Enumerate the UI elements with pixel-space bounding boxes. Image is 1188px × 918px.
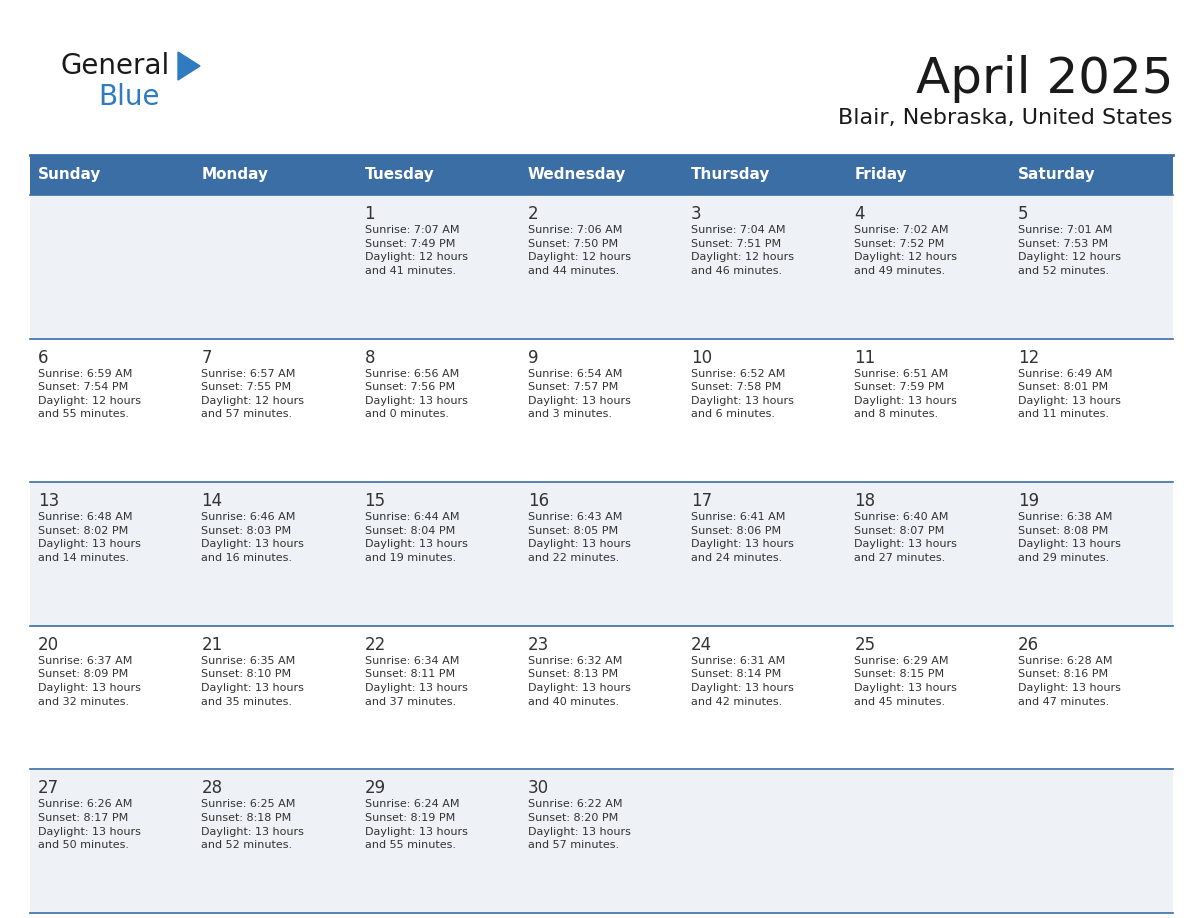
Text: 22: 22 [365, 636, 386, 654]
Text: 18: 18 [854, 492, 876, 510]
Text: Sunrise: 6:51 AM
Sunset: 7:59 PM
Daylight: 13 hours
and 8 minutes.: Sunrise: 6:51 AM Sunset: 7:59 PM Dayligh… [854, 369, 958, 420]
Text: 26: 26 [1018, 636, 1038, 654]
Bar [30, 626, 1173, 769]
Text: 6: 6 [38, 349, 49, 366]
Text: Sunrise: 6:38 AM
Sunset: 8:08 PM
Daylight: 13 hours
and 29 minutes.: Sunrise: 6:38 AM Sunset: 8:08 PM Dayligh… [1018, 512, 1120, 563]
Bar [30, 195, 1173, 339]
Text: Sunrise: 6:25 AM
Sunset: 8:18 PM
Daylight: 13 hours
and 52 minutes.: Sunrise: 6:25 AM Sunset: 8:18 PM Dayligh… [201, 800, 304, 850]
Text: Sunrise: 6:41 AM
Sunset: 8:06 PM
Daylight: 13 hours
and 24 minutes.: Sunrise: 6:41 AM Sunset: 8:06 PM Dayligh… [691, 512, 794, 563]
Text: Sunrise: 6:56 AM
Sunset: 7:56 PM
Daylight: 13 hours
and 0 minutes.: Sunrise: 6:56 AM Sunset: 7:56 PM Dayligh… [365, 369, 467, 420]
Text: 8: 8 [365, 349, 375, 366]
Text: Sunrise: 6:31 AM
Sunset: 8:14 PM
Daylight: 13 hours
and 42 minutes.: Sunrise: 6:31 AM Sunset: 8:14 PM Dayligh… [691, 655, 794, 707]
Text: 13: 13 [38, 492, 59, 510]
Text: Sunrise: 6:57 AM
Sunset: 7:55 PM
Daylight: 12 hours
and 57 minutes.: Sunrise: 6:57 AM Sunset: 7:55 PM Dayligh… [201, 369, 304, 420]
Text: Sunrise: 6:44 AM
Sunset: 8:04 PM
Daylight: 13 hours
and 19 minutes.: Sunrise: 6:44 AM Sunset: 8:04 PM Dayligh… [365, 512, 467, 563]
Text: Sunrise: 7:01 AM
Sunset: 7:53 PM
Daylight: 12 hours
and 52 minutes.: Sunrise: 7:01 AM Sunset: 7:53 PM Dayligh… [1018, 225, 1120, 275]
Text: 21: 21 [201, 636, 222, 654]
Text: 3: 3 [691, 205, 702, 223]
Text: 14: 14 [201, 492, 222, 510]
Text: 9: 9 [527, 349, 538, 366]
Text: Sunrise: 7:04 AM
Sunset: 7:51 PM
Daylight: 12 hours
and 46 minutes.: Sunrise: 7:04 AM Sunset: 7:51 PM Dayligh… [691, 225, 794, 275]
Text: Sunrise: 6:32 AM
Sunset: 8:13 PM
Daylight: 13 hours
and 40 minutes.: Sunrise: 6:32 AM Sunset: 8:13 PM Dayligh… [527, 655, 631, 707]
Text: Saturday: Saturday [1018, 167, 1095, 183]
Text: 30: 30 [527, 779, 549, 798]
Bar [30, 769, 1173, 913]
Text: 16: 16 [527, 492, 549, 510]
Text: Blair, Nebraska, United States: Blair, Nebraska, United States [839, 108, 1173, 128]
Text: Sunrise: 6:52 AM
Sunset: 7:58 PM
Daylight: 13 hours
and 6 minutes.: Sunrise: 6:52 AM Sunset: 7:58 PM Dayligh… [691, 369, 794, 420]
Polygon shape [178, 52, 200, 80]
Text: 5: 5 [1018, 205, 1029, 223]
Text: Sunrise: 6:29 AM
Sunset: 8:15 PM
Daylight: 13 hours
and 45 minutes.: Sunrise: 6:29 AM Sunset: 8:15 PM Dayligh… [854, 655, 958, 707]
Text: Sunrise: 6:35 AM
Sunset: 8:10 PM
Daylight: 13 hours
and 35 minutes.: Sunrise: 6:35 AM Sunset: 8:10 PM Dayligh… [201, 655, 304, 707]
Text: Sunrise: 6:59 AM
Sunset: 7:54 PM
Daylight: 12 hours
and 55 minutes.: Sunrise: 6:59 AM Sunset: 7:54 PM Dayligh… [38, 369, 141, 420]
Text: April 2025: April 2025 [916, 55, 1173, 103]
Text: 17: 17 [691, 492, 713, 510]
Text: Tuesday: Tuesday [365, 167, 435, 183]
Text: 20: 20 [38, 636, 59, 654]
Text: 24: 24 [691, 636, 713, 654]
Text: Sunrise: 6:46 AM
Sunset: 8:03 PM
Daylight: 13 hours
and 16 minutes.: Sunrise: 6:46 AM Sunset: 8:03 PM Dayligh… [201, 512, 304, 563]
Text: 7: 7 [201, 349, 211, 366]
Text: Sunrise: 6:28 AM
Sunset: 8:16 PM
Daylight: 13 hours
and 47 minutes.: Sunrise: 6:28 AM Sunset: 8:16 PM Dayligh… [1018, 655, 1120, 707]
Text: Sunrise: 6:37 AM
Sunset: 8:09 PM
Daylight: 13 hours
and 32 minutes.: Sunrise: 6:37 AM Sunset: 8:09 PM Dayligh… [38, 655, 141, 707]
Text: Sunrise: 7:07 AM
Sunset: 7:49 PM
Daylight: 12 hours
and 41 minutes.: Sunrise: 7:07 AM Sunset: 7:49 PM Dayligh… [365, 225, 468, 275]
Text: Thursday: Thursday [691, 167, 771, 183]
Text: Blue: Blue [97, 83, 159, 111]
Bar [30, 482, 1173, 626]
Text: 25: 25 [854, 636, 876, 654]
Text: Sunrise: 6:49 AM
Sunset: 8:01 PM
Daylight: 13 hours
and 11 minutes.: Sunrise: 6:49 AM Sunset: 8:01 PM Dayligh… [1018, 369, 1120, 420]
Text: Sunrise: 6:40 AM
Sunset: 8:07 PM
Daylight: 13 hours
and 27 minutes.: Sunrise: 6:40 AM Sunset: 8:07 PM Dayligh… [854, 512, 958, 563]
Bar [30, 155, 1173, 195]
Text: Sunrise: 7:02 AM
Sunset: 7:52 PM
Daylight: 12 hours
and 49 minutes.: Sunrise: 7:02 AM Sunset: 7:52 PM Dayligh… [854, 225, 958, 275]
Text: 23: 23 [527, 636, 549, 654]
Text: Sunrise: 6:34 AM
Sunset: 8:11 PM
Daylight: 13 hours
and 37 minutes.: Sunrise: 6:34 AM Sunset: 8:11 PM Dayligh… [365, 655, 467, 707]
Text: 19: 19 [1018, 492, 1038, 510]
Text: 11: 11 [854, 349, 876, 366]
Text: Sunrise: 6:43 AM
Sunset: 8:05 PM
Daylight: 13 hours
and 22 minutes.: Sunrise: 6:43 AM Sunset: 8:05 PM Dayligh… [527, 512, 631, 563]
Text: Monday: Monday [201, 167, 268, 183]
Text: 28: 28 [201, 779, 222, 798]
Text: Sunrise: 6:22 AM
Sunset: 8:20 PM
Daylight: 13 hours
and 57 minutes.: Sunrise: 6:22 AM Sunset: 8:20 PM Dayligh… [527, 800, 631, 850]
Text: 10: 10 [691, 349, 713, 366]
Text: Sunrise: 7:06 AM
Sunset: 7:50 PM
Daylight: 12 hours
and 44 minutes.: Sunrise: 7:06 AM Sunset: 7:50 PM Dayligh… [527, 225, 631, 275]
Text: 15: 15 [365, 492, 386, 510]
Text: General: General [61, 52, 169, 80]
Text: 2: 2 [527, 205, 538, 223]
Bar [30, 339, 1173, 482]
Text: Sunrise: 6:48 AM
Sunset: 8:02 PM
Daylight: 13 hours
and 14 minutes.: Sunrise: 6:48 AM Sunset: 8:02 PM Dayligh… [38, 512, 141, 563]
Text: Friday: Friday [854, 167, 908, 183]
Text: Sunrise: 6:54 AM
Sunset: 7:57 PM
Daylight: 13 hours
and 3 minutes.: Sunrise: 6:54 AM Sunset: 7:57 PM Dayligh… [527, 369, 631, 420]
Text: 29: 29 [365, 779, 386, 798]
Text: 12: 12 [1018, 349, 1040, 366]
Text: Sunrise: 6:26 AM
Sunset: 8:17 PM
Daylight: 13 hours
and 50 minutes.: Sunrise: 6:26 AM Sunset: 8:17 PM Dayligh… [38, 800, 141, 850]
Text: Sunday: Sunday [38, 167, 101, 183]
Text: 1: 1 [365, 205, 375, 223]
Text: Sunrise: 6:24 AM
Sunset: 8:19 PM
Daylight: 13 hours
and 55 minutes.: Sunrise: 6:24 AM Sunset: 8:19 PM Dayligh… [365, 800, 467, 850]
Text: 4: 4 [854, 205, 865, 223]
Text: Wednesday: Wednesday [527, 167, 626, 183]
Text: 27: 27 [38, 779, 59, 798]
